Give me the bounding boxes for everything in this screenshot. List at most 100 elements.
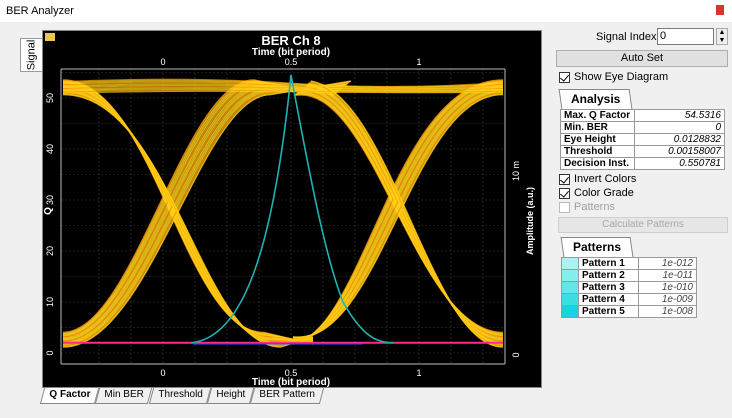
pattern-ber: 1e-012 <box>638 257 697 270</box>
eye-trace <box>62 90 314 345</box>
pattern-row[interactable]: Pattern 3 1e-010 <box>561 281 697 294</box>
color-grade-label: Color Grade <box>574 187 634 199</box>
analysis-value: 0.00158007 <box>634 145 725 158</box>
pattern-ber: 1e-011 <box>638 269 697 282</box>
tab-label: Height <box>216 389 246 400</box>
analysis-value: 0.550781 <box>634 157 725 170</box>
eye-trace <box>62 81 337 336</box>
tab-threshold[interactable]: Threshold <box>148 388 212 404</box>
x-tick-top: 0 <box>160 57 165 67</box>
analysis-key: Eye Height <box>560 133 635 146</box>
right-tick: 0 <box>511 352 521 357</box>
eye-trace <box>62 89 314 344</box>
pattern-row[interactable]: Pattern 4 1e-009 <box>561 293 697 306</box>
window-title: BER Analyzer <box>6 5 74 17</box>
y-tick: 10 <box>45 297 55 307</box>
x-axis-label-top: Time (bit period) <box>252 47 330 58</box>
eye-trace <box>62 83 314 343</box>
tab-analysis[interactable]: Analysis <box>558 89 633 109</box>
eye-diagram-plot[interactable]: BER Ch 8 Time (bit period) Time (bit perio… <box>42 30 542 388</box>
plot-menu-icon <box>45 33 55 41</box>
patterns-checkbox[interactable]: Patterns <box>559 201 615 213</box>
analysis-row: Decision Inst. 0.550781 <box>560 157 725 170</box>
eye-trace <box>62 81 314 344</box>
x-axis-label-bottom: Time (bit period) <box>252 377 330 387</box>
auto-set-button[interactable]: Auto Set <box>556 50 728 67</box>
tab-ber-pattern[interactable]: BER Pattern <box>249 388 324 404</box>
y-tick: 30 <box>45 195 55 205</box>
tab-q-factor[interactable]: Q Factor <box>39 388 100 404</box>
tab-height[interactable]: Height <box>206 388 255 404</box>
y-tick: 20 <box>45 246 55 256</box>
tab-patterns[interactable]: Patterns <box>560 237 634 257</box>
show-eye-label: Show Eye Diagram <box>574 71 669 83</box>
plot-tab-strip: Q Factor Min BER Threshold Height BER Patter… <box>39 388 324 404</box>
pattern-name: Pattern 5 <box>578 305 639 318</box>
pattern-row[interactable]: Pattern 5 1e-008 <box>561 305 697 318</box>
analysis-key: Threshold <box>560 145 635 158</box>
signal-index-spinner[interactable]: ▲ ▼ <box>716 28 728 45</box>
y-axis-label-left: Q <box>43 207 54 215</box>
pattern-color-swatch <box>561 269 579 282</box>
y-tick: 0 <box>45 350 55 355</box>
eye-trace <box>62 88 314 343</box>
y-tick: 50 <box>45 93 55 103</box>
tab-label: Min BER <box>104 389 144 400</box>
tab-label: Threshold <box>157 389 203 400</box>
eye-trace <box>62 83 340 338</box>
analysis-value: 0.0128832 <box>634 133 725 146</box>
signal-index-input[interactable]: 0 <box>657 28 714 45</box>
pattern-name: Pattern 2 <box>578 269 639 282</box>
eye-trace <box>62 87 313 342</box>
q-factor-curve <box>190 74 394 344</box>
pattern-color-swatch <box>561 281 579 294</box>
calculate-patterns-button[interactable]: Calculate Patterns <box>558 217 728 233</box>
eye-trace <box>62 79 335 334</box>
tab-label: Q Factor <box>49 389 91 400</box>
plot-title: BER Ch 8 <box>261 33 320 48</box>
color-grade-checkbox[interactable]: Color Grade <box>559 187 634 199</box>
tab-min-ber[interactable]: Min BER <box>94 388 153 404</box>
analysis-row: Eye Height 0.0128832 <box>560 133 725 146</box>
x-tick-bottom: 0.5 <box>285 368 298 378</box>
analysis-value: 54.5316 <box>634 109 725 122</box>
pattern-color-swatch <box>561 257 579 270</box>
title-bar: BER Analyzer <box>0 0 732 22</box>
eye-trace <box>62 84 314 343</box>
right-unit-label: 10 m <box>511 161 521 181</box>
analysis-row: Min. BER 0 <box>560 121 725 134</box>
checkbox-unchecked-icon <box>559 201 570 213</box>
eye-trace <box>62 93 314 348</box>
close-icon[interactable] <box>716 5 724 15</box>
pattern-row[interactable]: Pattern 1 1e-012 <box>561 257 697 270</box>
eye-trace <box>305 84 504 344</box>
y-axis-label-right: Amplitude (a.u.) <box>525 187 535 255</box>
eye-trace <box>62 92 314 347</box>
eye-trace <box>62 90 504 94</box>
tab-signal[interactable]: Signal <box>20 38 42 72</box>
analysis-value: 0 <box>634 121 725 134</box>
eye-trace <box>62 80 336 335</box>
eye-trace <box>62 79 314 345</box>
invert-colors-checkbox[interactable]: Invert Colors <box>559 173 636 185</box>
show-eye-checkbox[interactable]: Show Eye Diagram <box>559 71 668 83</box>
x-tick-top: 1 <box>416 57 421 67</box>
pattern-color-swatch <box>561 305 579 318</box>
patterns-label: Patterns <box>574 201 615 213</box>
x-tick-bottom: 1 <box>416 368 421 378</box>
analysis-table: Max. Q Factor 54.5316 Min. BER 0 Eye Height 0… <box>560 109 725 170</box>
tab-signal-label: Signal <box>25 39 38 71</box>
tab-label: BER Pattern <box>259 389 315 400</box>
y-tick: 40 <box>45 144 55 154</box>
pattern-name: Pattern 4 <box>578 293 639 306</box>
analysis-key: Min. BER <box>560 121 635 134</box>
eye-trace <box>62 82 314 344</box>
pattern-row[interactable]: Pattern 2 1e-011 <box>561 269 697 282</box>
analysis-key: Decision Inst. <box>560 157 635 170</box>
checkbox-checked-icon <box>559 71 570 83</box>
eye-trace <box>292 93 504 338</box>
invert-colors-label: Invert Colors <box>574 173 637 185</box>
